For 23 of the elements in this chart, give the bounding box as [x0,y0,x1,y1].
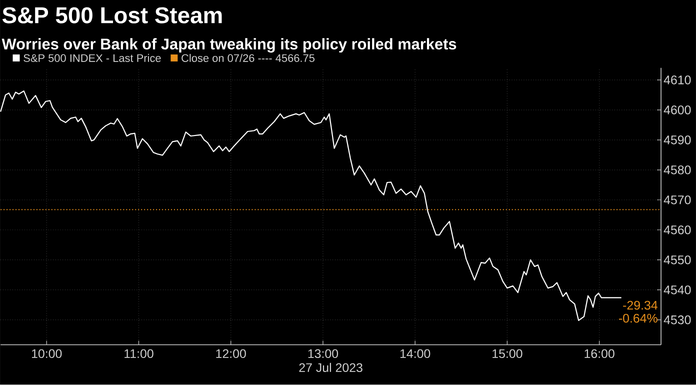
y-tick-label: 4530 [664,316,691,324]
y-tick-label: 4590 [664,136,691,144]
x-tick-label: 11:00 [124,349,154,358]
annotation: -29.34 [623,301,658,310]
legend-label: S&P 500 INDEX - Last Price [24,54,161,62]
y-tick-label: 4610 [664,76,691,84]
y-tick-label: 4560 [664,226,691,234]
x-tick-label: 10:00 [32,349,62,358]
x-axis-title: 27 Jul 2023 [299,363,362,372]
annotation: -0.64% [618,314,658,323]
y-tick-label: 4540 [664,286,691,294]
chart-subtitle: Worries over Bank of Japan tweaking its policy roiled markets [2,38,456,53]
y-tick-label: 4550 [664,256,691,264]
y-tick-label: 4570 [664,196,691,204]
chart-title: S&P 500 Lost Steam [2,7,222,24]
x-tick-label: 12:00 [216,349,246,358]
x-tick-label: 13:00 [308,349,338,358]
x-tick-label: 15:00 [492,349,522,358]
x-tick-label: 14:00 [400,349,430,358]
legend-label: Close on 07/26 ---- 4566.75 [182,54,314,62]
y-tick-label: 4600 [664,106,691,114]
y-tick-label: 4580 [664,166,691,174]
x-tick-label: 16:00 [584,349,614,358]
